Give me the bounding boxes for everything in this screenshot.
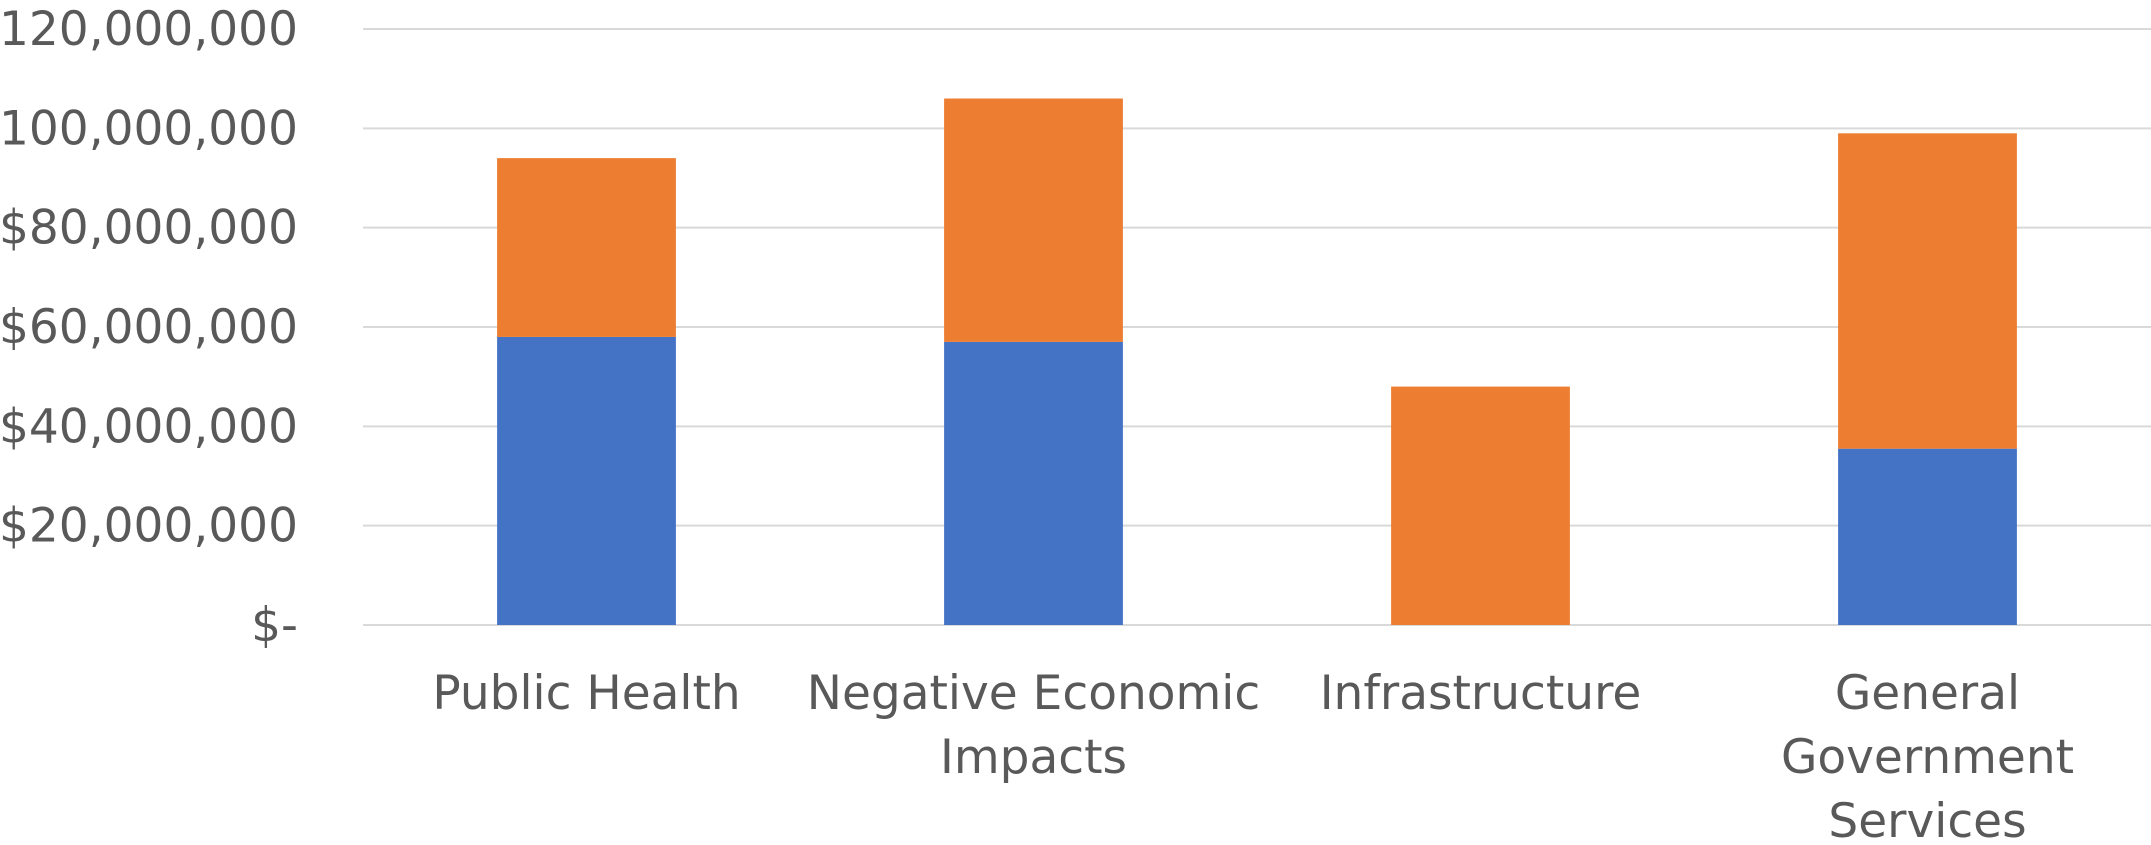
- category-label: Negative Economic: [807, 666, 1260, 721]
- bar-segment-series-2: [1838, 133, 2017, 449]
- bar-segment-series-2: [944, 98, 1123, 342]
- category-label: Infrastructure: [1320, 666, 1642, 721]
- category-label: Services: [1828, 794, 2026, 845]
- category-label: Public Health: [432, 666, 740, 721]
- y-tick-label: $20,000,000: [0, 499, 298, 554]
- bar-segment-series-1: [497, 336, 676, 625]
- y-tick-label: $60,000,000: [0, 300, 298, 355]
- category-label: General: [1835, 666, 2020, 721]
- y-tick-label: $80,000,000: [0, 201, 298, 256]
- bar-segment-series-1: [944, 341, 1123, 625]
- y-tick-label: $100,000,000: [0, 101, 298, 156]
- category-label: Impacts: [940, 730, 1127, 785]
- category-label: Government: [1781, 730, 2074, 785]
- y-tick-label: $40,000,000: [0, 399, 298, 454]
- bar-segment-series-1: [1838, 448, 2017, 625]
- x-axis: Public Health Negative Economic Impacts Inf…: [432, 666, 2074, 845]
- bar-segment-series-2: [1391, 386, 1570, 625]
- y-axis: $- $20,000,000 $40,000,000 $60,000,000 $80,0…: [0, 2, 298, 653]
- y-tick-label: $120,000,000: [0, 2, 298, 57]
- y-tick-label: $-: [251, 598, 298, 653]
- bar-segment-series-2: [497, 158, 676, 337]
- bars: [497, 98, 2017, 625]
